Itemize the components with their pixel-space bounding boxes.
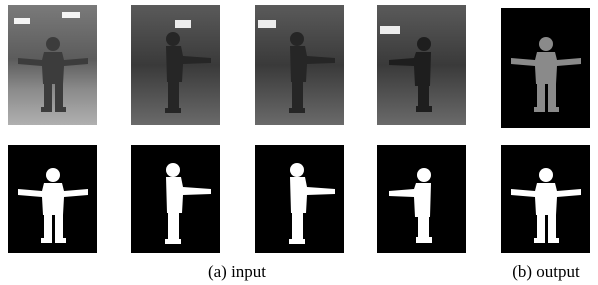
input-photo — [131, 5, 220, 125]
page: (a) input (b) output (() => { const data… — [0, 0, 598, 285]
ceiling-light — [14, 18, 30, 24]
input-photo — [255, 5, 344, 125]
input-mask — [8, 145, 97, 253]
ceiling-light — [62, 12, 80, 18]
ceiling-light — [380, 26, 400, 34]
ceiling-light — [258, 20, 276, 28]
output-mask — [501, 145, 590, 253]
input-photo — [377, 5, 466, 125]
output-photo — [501, 8, 590, 128]
caption: (a) input — [208, 262, 266, 281]
input-mask — [377, 145, 466, 253]
ceiling-light — [175, 20, 191, 28]
caption: (b) output — [512, 262, 580, 281]
input-photo — [8, 5, 97, 125]
figure: (a) input (b) output — [0, 0, 598, 285]
input-mask — [255, 145, 344, 253]
input-mask — [131, 145, 220, 253]
